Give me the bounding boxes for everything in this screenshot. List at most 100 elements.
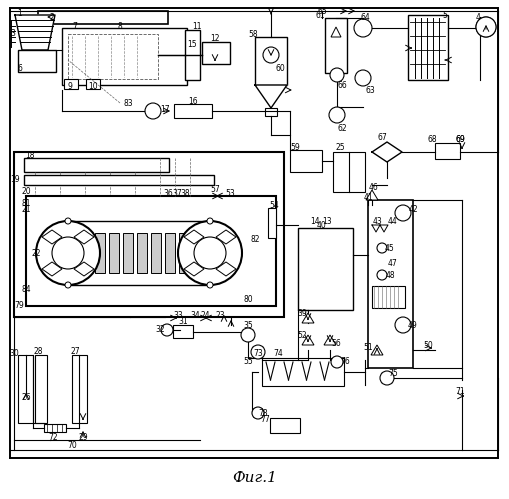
Text: 76: 76 [340,357,349,366]
Text: 33: 33 [173,310,183,319]
Circle shape [379,371,393,385]
Bar [109,233,119,273]
Bar [24,175,214,185]
Text: 42: 42 [407,206,417,215]
Text: 39: 39 [297,309,306,318]
Circle shape [52,237,84,269]
Text: 35: 35 [243,320,252,329]
Bar [269,418,299,433]
Polygon shape [184,262,204,276]
Bar [68,34,158,79]
Bar [14,152,284,317]
Text: 61: 61 [315,10,324,19]
Text: 71: 71 [455,388,464,397]
Bar [72,355,87,423]
Text: 20: 20 [22,188,32,197]
Text: 78: 78 [258,410,267,419]
Circle shape [328,107,344,123]
Text: 12: 12 [210,33,219,42]
Polygon shape [42,262,62,276]
Bar [202,42,230,64]
Text: 62: 62 [336,123,346,133]
Text: 9: 9 [67,81,72,90]
Circle shape [263,47,278,63]
Text: 45: 45 [384,244,394,252]
Circle shape [376,243,386,253]
Polygon shape [301,335,314,345]
Circle shape [250,345,265,359]
Text: 22: 22 [31,249,41,257]
Text: 77: 77 [260,416,269,425]
Bar [192,233,203,273]
Bar [185,30,200,80]
Text: 30: 30 [9,348,19,357]
Text: 84: 84 [22,285,32,294]
Circle shape [475,17,495,37]
Text: 8: 8 [118,21,122,30]
Text: 32: 32 [155,325,164,334]
Text: 17: 17 [160,104,169,113]
Text: 21: 21 [22,206,32,215]
Bar [62,28,187,85]
Circle shape [353,19,371,37]
Text: 56: 56 [330,339,340,348]
Bar [173,325,192,338]
Circle shape [241,328,254,342]
Circle shape [330,356,343,368]
Text: 23: 23 [215,310,224,319]
Circle shape [354,70,370,86]
Text: 50: 50 [422,340,432,349]
Circle shape [36,221,100,285]
Text: 74: 74 [273,349,282,358]
Text: 15: 15 [187,39,196,48]
Text: 81: 81 [22,200,32,209]
Bar [174,104,212,118]
Circle shape [329,68,344,82]
Circle shape [65,282,71,288]
Text: 25: 25 [334,144,344,153]
Text: 37: 37 [172,189,182,198]
Bar [64,79,78,89]
Text: 55: 55 [243,357,252,366]
Text: 13: 13 [322,218,331,227]
Polygon shape [74,230,94,244]
Circle shape [178,221,242,285]
Bar [265,108,276,116]
Text: 1: 1 [18,8,22,17]
Text: 26: 26 [21,394,31,403]
Bar [332,152,364,192]
Circle shape [145,103,161,119]
Bar [24,158,168,172]
Bar [179,233,189,273]
Bar [35,355,47,423]
Bar [86,79,100,89]
Circle shape [394,205,410,221]
Text: 46: 46 [369,183,378,192]
Text: 60: 60 [274,63,285,72]
Polygon shape [323,335,335,345]
Bar [165,233,175,273]
Text: 65: 65 [317,6,326,15]
Text: 51: 51 [362,343,372,352]
Polygon shape [15,15,55,50]
Polygon shape [42,230,62,244]
Text: 49: 49 [407,320,417,329]
Circle shape [251,407,264,419]
Text: 54: 54 [269,201,278,210]
Text: 72: 72 [48,433,58,442]
Text: 43: 43 [373,218,382,227]
Text: 40: 40 [317,221,326,230]
Text: 5: 5 [442,10,446,19]
Text: 3: 3 [11,28,15,37]
Text: 69: 69 [454,136,464,145]
Text: 31: 31 [178,317,187,326]
Text: 4: 4 [474,12,479,21]
Circle shape [161,324,173,336]
Circle shape [394,317,410,333]
Text: 47: 47 [387,258,397,267]
Text: 44: 44 [387,218,397,227]
Bar [367,200,412,368]
Bar [95,233,105,273]
Circle shape [207,282,213,288]
Circle shape [376,270,386,280]
